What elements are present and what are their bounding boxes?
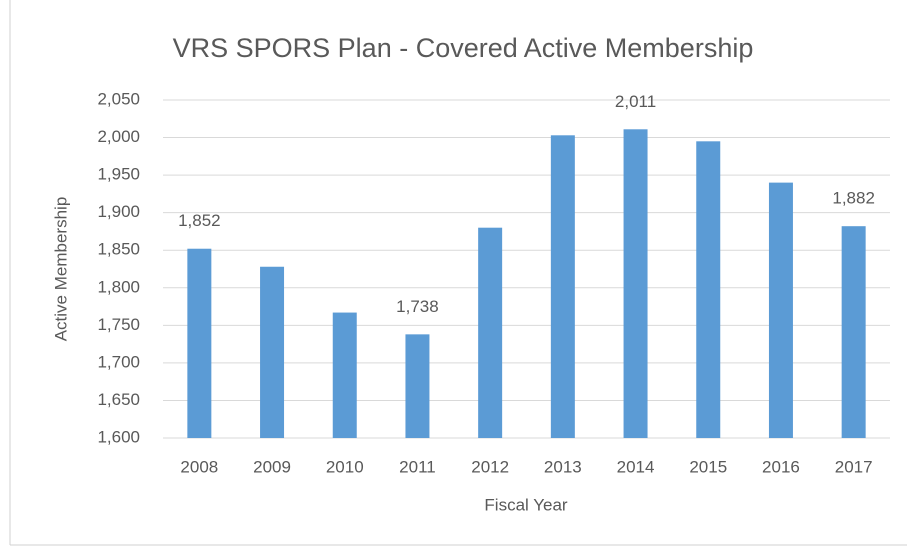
bar <box>478 227 503 438</box>
x-tick-label: 2016 <box>762 457 800 476</box>
y-tick-label: 1,600 <box>97 427 140 446</box>
x-tick-label: 2014 <box>617 457 655 476</box>
x-tick-label: 2015 <box>689 457 727 476</box>
y-tick-label: 1,700 <box>97 352 140 371</box>
data-label: 1,852 <box>178 211 221 230</box>
x-tick-label: 2008 <box>180 457 218 476</box>
chart-title: VRS SPORS Plan - Covered Active Membersh… <box>173 33 754 63</box>
bar <box>405 334 430 438</box>
bar <box>187 248 212 438</box>
x-axis-label: Fiscal Year <box>484 495 567 514</box>
bar <box>696 141 721 439</box>
y-tick-label: 1,800 <box>97 277 140 296</box>
x-tick-label: 2011 <box>399 457 436 476</box>
y-tick-label: 2,050 <box>97 89 140 108</box>
bar <box>550 135 575 438</box>
x-tick-label: 2009 <box>253 457 291 476</box>
bar <box>841 226 866 438</box>
y-axis-label: Active Membership <box>51 197 70 342</box>
y-tick-label: 1,900 <box>97 202 140 221</box>
x-tick-label: 2017 <box>835 457 873 476</box>
data-label: 1,738 <box>396 297 439 316</box>
y-tick-label: 1,650 <box>97 390 140 409</box>
bar <box>332 312 357 438</box>
data-label: 2,011 <box>615 92 656 111</box>
y-tick-label: 1,750 <box>97 315 140 334</box>
x-tick-label: 2013 <box>544 457 582 476</box>
bar <box>768 182 793 438</box>
bar <box>260 266 285 438</box>
y-tick-label: 1,950 <box>97 165 140 184</box>
x-tick-label: 2010 <box>326 457 364 476</box>
x-tick-label: 2012 <box>471 457 509 476</box>
bar <box>623 129 648 438</box>
y-tick-label: 2,000 <box>97 127 140 146</box>
data-label: 1,882 <box>832 189 875 208</box>
y-tick-label: 1,850 <box>97 240 140 259</box>
